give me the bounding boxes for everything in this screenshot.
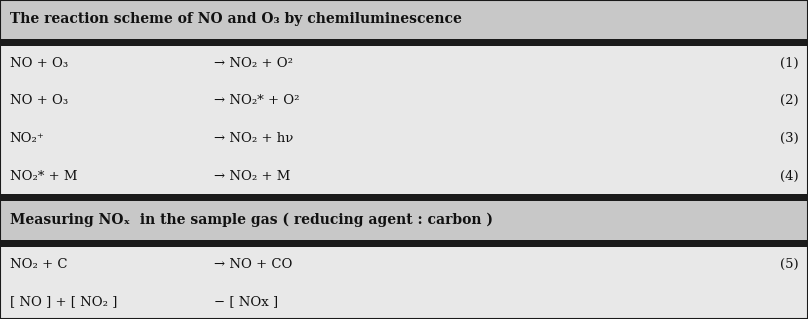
Text: Measuring NOₓ  in the sample gas ( reducing agent : carbon ): Measuring NOₓ in the sample gas ( reduci…	[10, 213, 493, 227]
Text: NO₂* + M: NO₂* + M	[10, 170, 78, 183]
Text: NO₂⁺: NO₂⁺	[10, 132, 44, 145]
Text: NO₂ + C: NO₂ + C	[10, 258, 67, 271]
Bar	[0, 39, 808, 46]
Text: NO + O₃: NO + O₃	[10, 57, 68, 70]
Bar	[0, 0, 808, 39]
Bar	[0, 201, 808, 240]
Text: − [ NOx ]: − [ NOx ]	[214, 295, 278, 308]
Text: → NO₂ + hν: → NO₂ + hν	[214, 132, 293, 145]
Text: → NO + CO: → NO + CO	[214, 258, 292, 271]
Text: (1): (1)	[780, 57, 798, 70]
Bar	[0, 80, 808, 84]
Text: → NO₂ + M: → NO₂ + M	[214, 170, 291, 183]
Text: (3): (3)	[780, 132, 798, 145]
Bar	[0, 156, 808, 160]
Bar	[0, 194, 808, 201]
Text: → NO₂* + O²: → NO₂* + O²	[214, 94, 300, 108]
Bar	[0, 281, 808, 285]
Text: The reaction scheme of NO and O₃ by chemiluminescence: The reaction scheme of NO and O₃ by chem…	[10, 12, 461, 26]
Bar	[0, 240, 808, 247]
Bar	[0, 118, 808, 122]
Text: NO + O₃: NO + O₃	[10, 94, 68, 108]
Text: [ NO ] + [ NO₂ ]: [ NO ] + [ NO₂ ]	[10, 295, 117, 308]
Text: (5): (5)	[780, 258, 798, 271]
Text: (2): (2)	[780, 94, 798, 108]
Text: (4): (4)	[780, 170, 798, 183]
Text: → NO₂ + O²: → NO₂ + O²	[214, 57, 293, 70]
